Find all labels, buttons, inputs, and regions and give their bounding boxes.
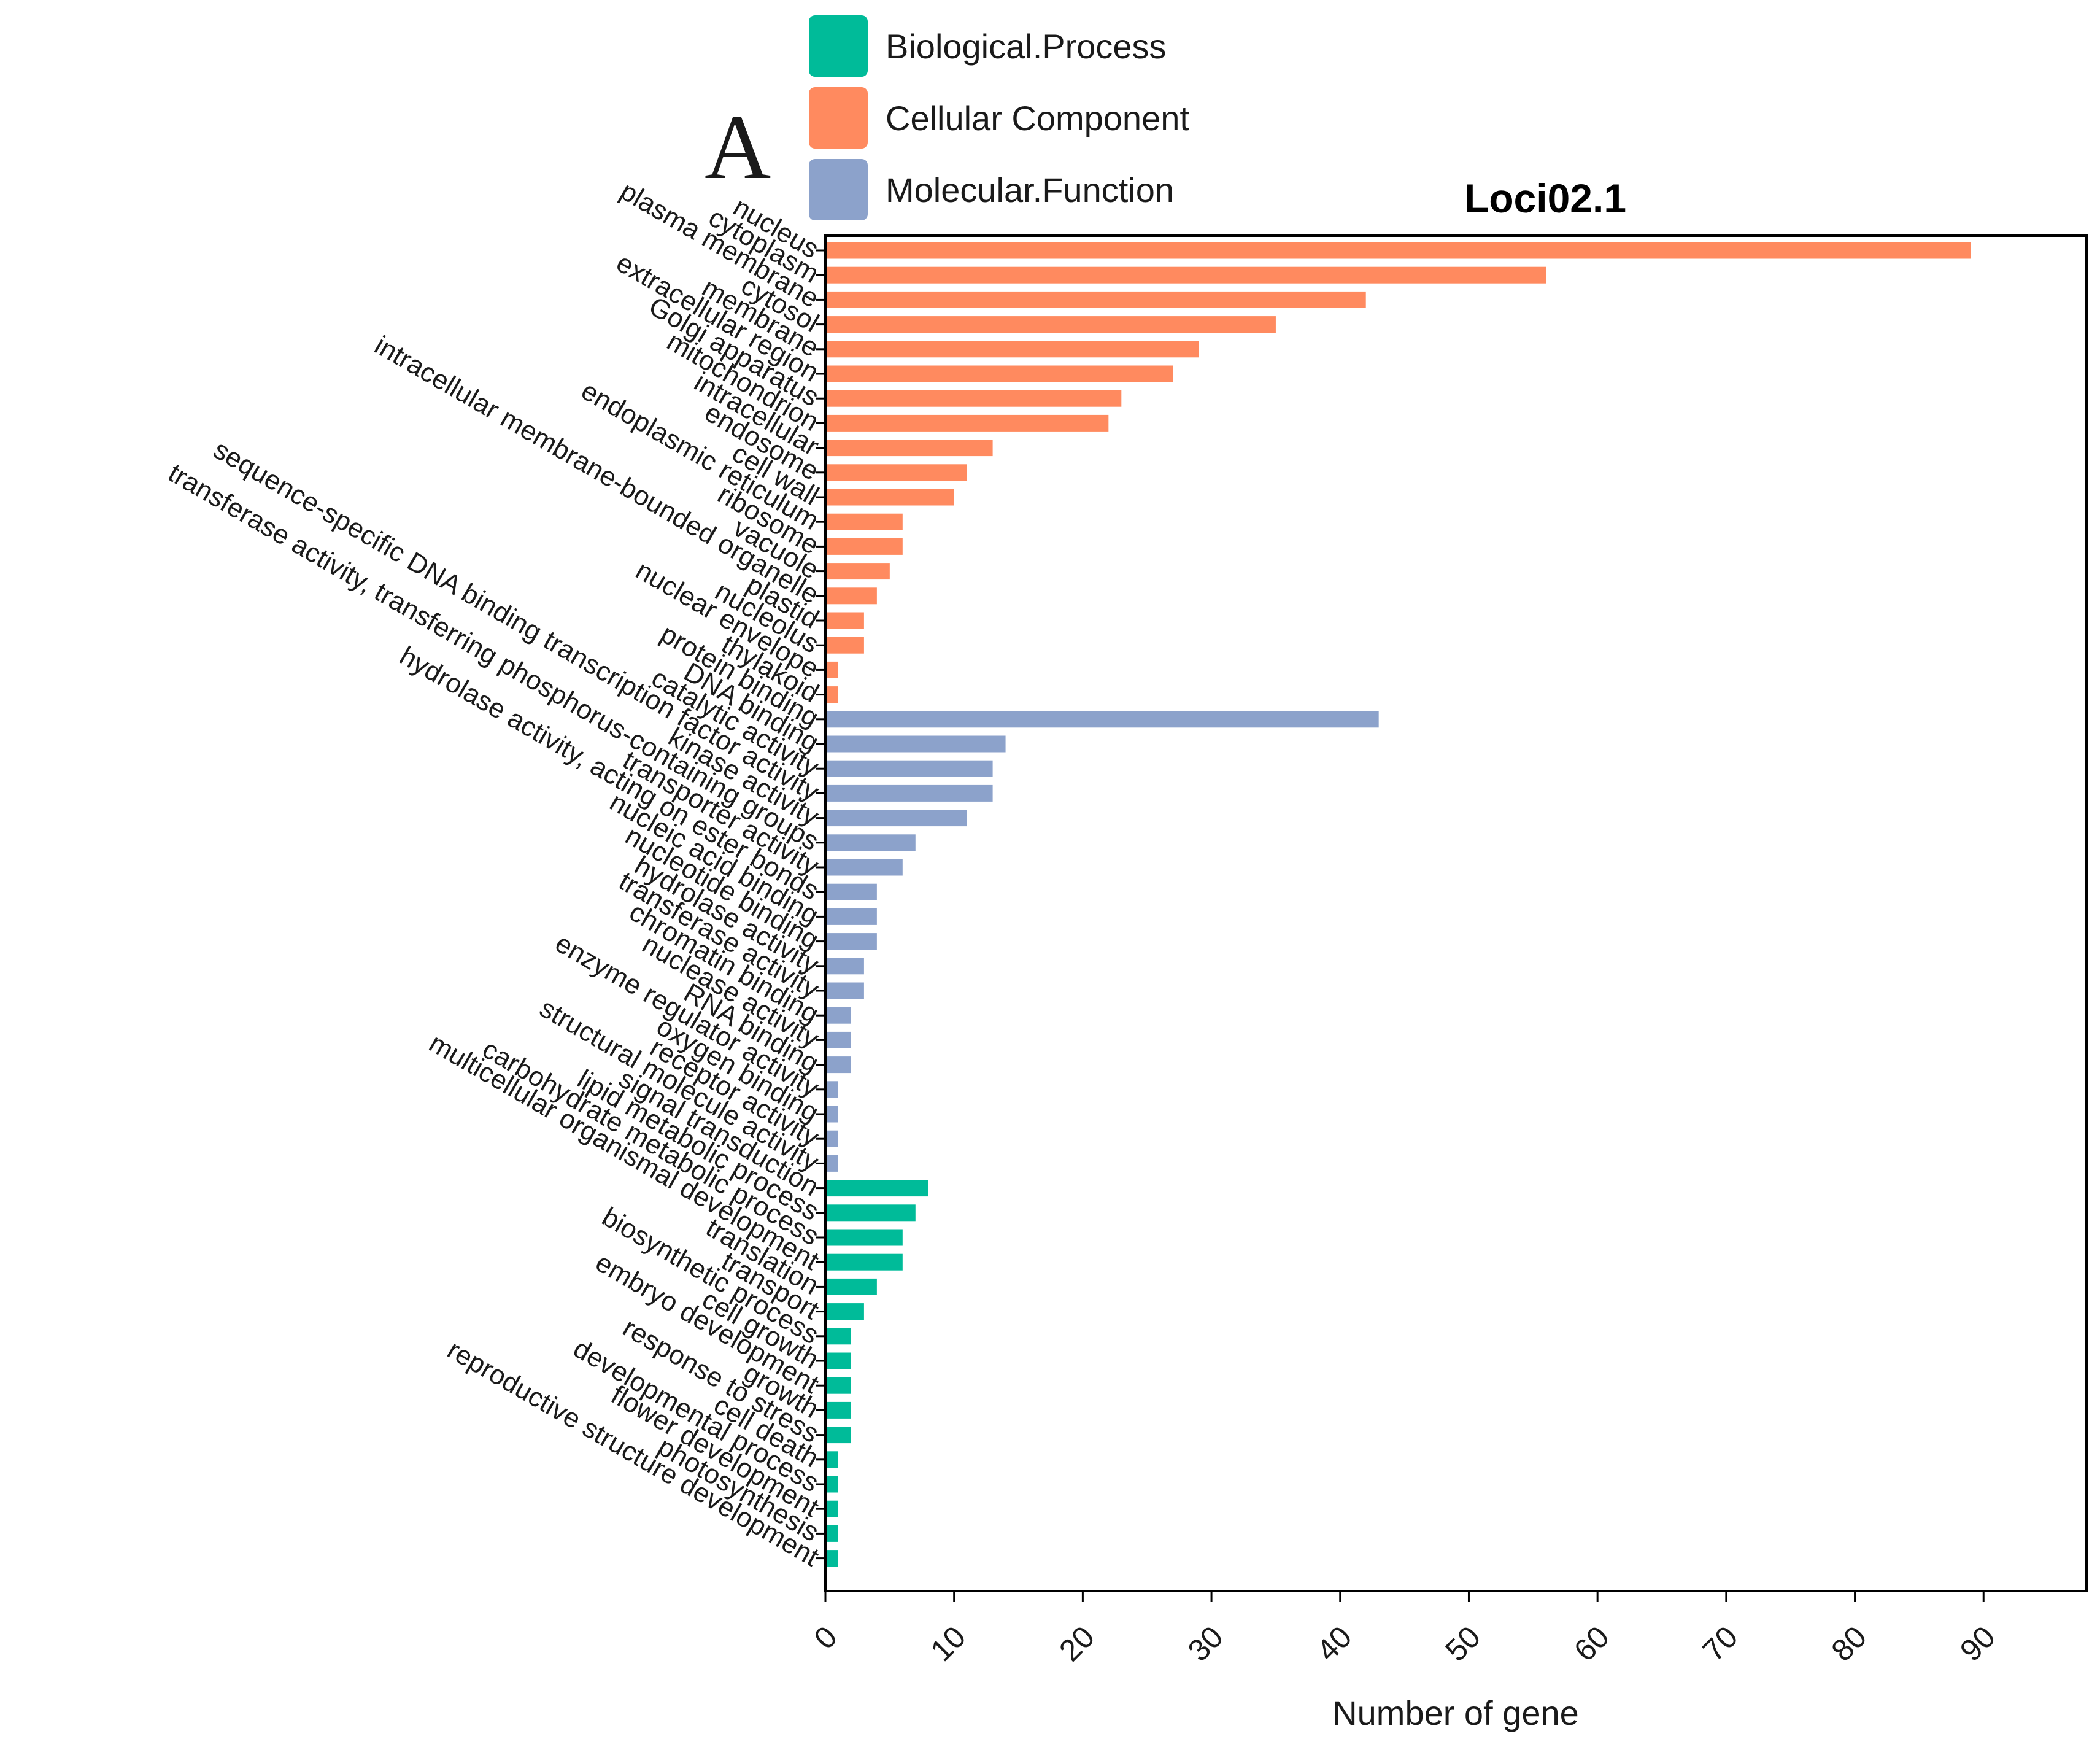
x-tick-label: 20 [1052,1619,1101,1668]
bar-embryo-development [827,1377,851,1394]
bar-transport [827,1303,864,1320]
bar-ribosome [827,538,903,555]
x-tick-label: 10 [924,1619,973,1668]
bar-oxygen-binding [827,1106,838,1123]
plot-area-frame [824,234,2088,1592]
bar-multicellular-organismal-development [827,1253,903,1271]
bar-structural-molecule-activity [827,1155,838,1172]
legend-swatch-molecular-function [809,159,868,220]
bar-intracellular-membrane-bounded-organelle [827,587,877,605]
bar-nuclear-envelope [827,661,838,678]
bar-sequence-specific-dna-binding-transcription-factor-activity [827,784,993,802]
x-axis-label: Number of gene [1332,1694,1579,1732]
bar-cell-wall [827,489,954,506]
bar-protein-binding [827,711,1379,728]
bar-kinase-activity [827,810,967,827]
bar-cell-growth [827,1352,851,1369]
bar-nucleus [827,242,1971,259]
bar-nucleic-acid-binding [827,908,877,925]
bar-growth [827,1401,851,1419]
legend: Biological.Process Cellular Component Mo… [809,15,1189,220]
bar-reproductive-structure-development [827,1550,838,1567]
bar-dna-binding [827,735,1006,753]
bar-vacuole [827,563,890,580]
x-tick-label: 0 [808,1619,844,1656]
bar-plastid [827,612,864,629]
bar-transporter-activity [827,859,903,876]
bar-rna-binding [827,1056,851,1074]
x-tick-label: 80 [1824,1619,1873,1668]
bar-membrane [827,341,1199,358]
bar-carbohydrate-metabolic-process [827,1229,903,1246]
legend-label-molecular-function: Molecular.Function [886,171,1174,209]
x-tick-label: 40 [1310,1619,1359,1668]
x-ticks-layer: 0 10 20 30 40 50 60 70 80 90 [808,249,2002,1668]
x-tick-label: 60 [1567,1619,1616,1668]
bar-plasma-membrane [827,291,1366,308]
bars-layer [827,242,1971,1567]
bar-cell-death [827,1451,838,1468]
panel-letter: A [705,96,771,198]
bar-cytoplasm [827,266,1546,284]
bar-cytosol [827,316,1276,333]
chart-title: Loci02.1 [1464,176,1626,221]
legend-label-biological-process: Biological.Process [886,27,1167,66]
x-tick-label: 30 [1181,1619,1230,1668]
bar-response-to-stress [827,1427,851,1444]
legend-label-cellular-component: Cellular Component [886,99,1189,137]
bar-mitochondrion [827,414,1109,432]
x-tick-label: 50 [1438,1619,1487,1668]
bar-transferase-activity [827,982,864,999]
bar-chromatin-binding [827,1007,851,1024]
bar-flower-development [827,1500,838,1517]
bar-extracellular-region [827,365,1173,382]
bar-photosynthesis [827,1525,838,1542]
bar-intracellular [827,440,993,457]
bar-transferase-activity-transferring-phosphorus-containing-groups [827,834,916,851]
bar-lipid-metabolic-process [827,1204,916,1222]
x-tick-label: 70 [1696,1619,1745,1668]
bar-thylakoid [827,686,838,703]
bar-translation [827,1278,877,1295]
bar-hydrolase-activity-acting-on-ester-bonds [827,883,877,900]
bar-nucleotide-binding [827,933,877,950]
bar-nuclease-activity [827,1031,851,1048]
legend-swatch-biological-process [809,15,868,77]
bar-endoplasmic-reticulum [827,513,903,530]
bar-hydrolase-activity [827,958,864,975]
bar-biosynthetic-process [827,1328,851,1345]
bar-golgi-apparatus [827,390,1122,407]
bar-signal-transduction [827,1180,928,1197]
x-tick-label: 90 [1953,1619,2002,1668]
bar-receptor-activity [827,1130,838,1147]
legend-swatch-cellular-component [809,87,868,149]
bar-catalytic-activity [827,760,993,777]
bar-enzyme-regulator-activity [827,1081,838,1098]
bar-endosome [827,464,967,481]
bar-nucleolus [827,637,864,654]
bar-developmental-process [827,1476,838,1493]
